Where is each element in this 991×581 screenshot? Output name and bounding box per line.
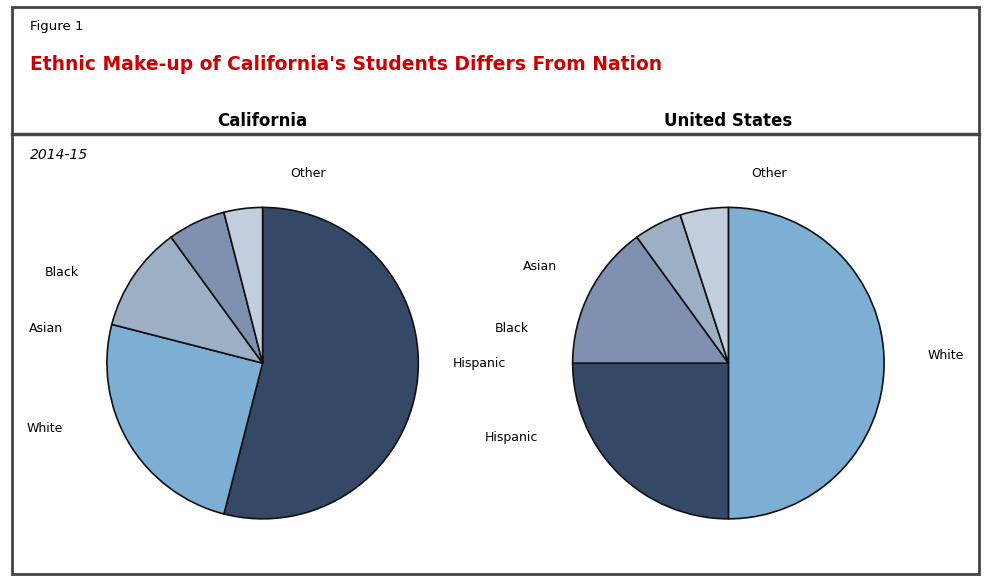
Wedge shape: [680, 207, 728, 363]
Wedge shape: [171, 212, 263, 363]
Wedge shape: [573, 237, 728, 363]
Wedge shape: [112, 237, 263, 363]
Text: Ethnic Make-up of California's Students Differs From Nation: Ethnic Make-up of California's Students …: [30, 55, 662, 74]
Wedge shape: [637, 215, 728, 363]
Wedge shape: [224, 207, 418, 519]
Text: Hispanic: Hispanic: [485, 431, 538, 444]
Text: Other: Other: [290, 167, 326, 180]
Text: Black: Black: [495, 322, 529, 335]
Text: Other: Other: [752, 167, 787, 180]
Text: Asian: Asian: [29, 322, 63, 335]
Text: White: White: [928, 349, 964, 362]
Text: Asian: Asian: [523, 260, 557, 273]
Wedge shape: [107, 324, 263, 514]
Wedge shape: [728, 207, 884, 519]
Text: White: White: [27, 422, 63, 435]
Wedge shape: [573, 363, 728, 519]
Title: United States: United States: [664, 112, 793, 130]
Wedge shape: [224, 207, 263, 363]
Text: 2014-15: 2014-15: [30, 148, 88, 162]
Text: Figure 1: Figure 1: [30, 20, 83, 33]
Text: Hispanic: Hispanic: [453, 357, 506, 370]
Title: California: California: [218, 112, 307, 130]
Text: Black: Black: [45, 266, 79, 279]
